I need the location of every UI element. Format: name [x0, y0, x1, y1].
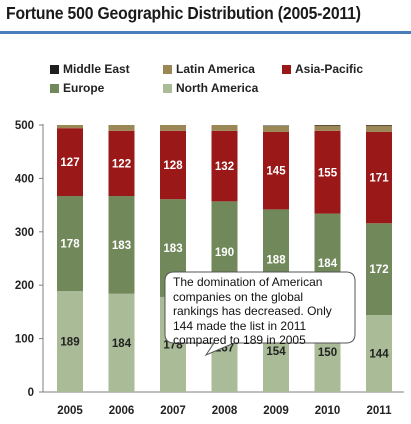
legend-swatch [50, 64, 59, 74]
bar-segment-asia-pacific [366, 131, 392, 224]
bar-segment-asia-pacific [211, 130, 238, 202]
bar-segment-asia-pacific [108, 130, 135, 197]
chart-title: Fortune 500 Geographic Distribution (200… [6, 3, 361, 23]
legend-swatch [282, 64, 291, 74]
bar-segment-asia-pacific [57, 128, 83, 197]
data-label: 183 [163, 243, 182, 255]
data-label: 189 [60, 337, 79, 349]
callout-bubble [164, 271, 356, 357]
data-label: 128 [163, 160, 183, 172]
legend-item-north-america: North America [163, 81, 258, 95]
bar-segment-asia-pacific [263, 131, 289, 210]
data-label: 190 [215, 247, 234, 259]
data-label: 154 [266, 346, 286, 358]
data-label: 127 [60, 157, 79, 169]
bar-segment-asia-pacific [314, 130, 341, 214]
legend-item-latin-america: Latin America [163, 62, 255, 76]
y-tick-label: 100 [15, 334, 34, 346]
bar-segment-latin-america [314, 125, 341, 131]
legend-swatch [163, 64, 172, 74]
legend-label: North America [176, 81, 259, 95]
x-tick-label: 2005 [57, 405, 83, 417]
y-tick-label: 400 [15, 173, 34, 185]
data-label: 184 [112, 338, 132, 350]
legend-label: Europe [63, 81, 105, 95]
legend-label: Latin America [176, 62, 255, 76]
data-label: 188 [266, 255, 286, 267]
y-tick-label: 300 [15, 227, 34, 239]
bar-segment-middle-east [314, 125, 341, 126]
bar-segment-north-america [108, 293, 135, 392]
x-tick-label: 2007 [160, 405, 186, 417]
bar-segment-latin-america [108, 125, 135, 131]
x-tick-label: 2008 [212, 405, 238, 417]
bar-segment-latin-america [57, 125, 83, 129]
data-label: 144 [369, 349, 389, 361]
x-tick-label: 2009 [263, 405, 289, 417]
data-label: 178 [60, 239, 80, 251]
y-tick-label: 0 [28, 387, 34, 399]
legend-label: Asia-Pacific [295, 62, 364, 76]
bar-segment-asia-pacific [160, 130, 186, 200]
data-label: 132 [215, 161, 234, 173]
data-label: 183 [112, 240, 131, 252]
bar-segment-latin-america [211, 125, 238, 131]
bar-segment-latin-america [160, 125, 186, 131]
legend-item-europe: Europe [50, 81, 104, 95]
data-label: 122 [112, 158, 131, 170]
legend-swatch [50, 83, 59, 93]
bar-segment-latin-america [366, 125, 392, 132]
data-label: 172 [369, 264, 388, 276]
y-tick-label: 200 [15, 280, 34, 292]
data-label: 184 [318, 258, 338, 270]
bar-segment-north-america [57, 291, 83, 392]
data-label: 155 [318, 167, 338, 179]
legend: Middle East Latin America Asia-Pacific Euro… [0, 0, 411, 100]
x-tick-label: 2010 [315, 405, 341, 417]
legend-label: Middle East [63, 62, 130, 76]
x-tick-label: 2011 [367, 405, 393, 417]
data-label: 171 [369, 173, 389, 185]
data-label: 145 [266, 166, 286, 178]
legend-item-asia-pacific: Asia-Pacific [282, 62, 363, 76]
bar-segment-latin-america [263, 126, 289, 132]
y-tick-label: 500 [15, 120, 34, 132]
bar-segment-north-america [366, 315, 392, 392]
data-label: 150 [318, 347, 337, 359]
bar-segment-europe [108, 196, 135, 294]
legend-item-middle-east: Middle East [50, 62, 130, 76]
bar-segment-europe [366, 223, 392, 316]
bar-segment-middle-east [366, 125, 392, 126]
bar-segment-middle-east [263, 125, 289, 127]
legend-swatch [163, 83, 172, 93]
x-tick-label: 2006 [109, 405, 135, 417]
bar-segment-europe [57, 196, 83, 292]
title-underline [0, 31, 411, 34]
callout-text: The domination of American companies on … [173, 275, 332, 347]
